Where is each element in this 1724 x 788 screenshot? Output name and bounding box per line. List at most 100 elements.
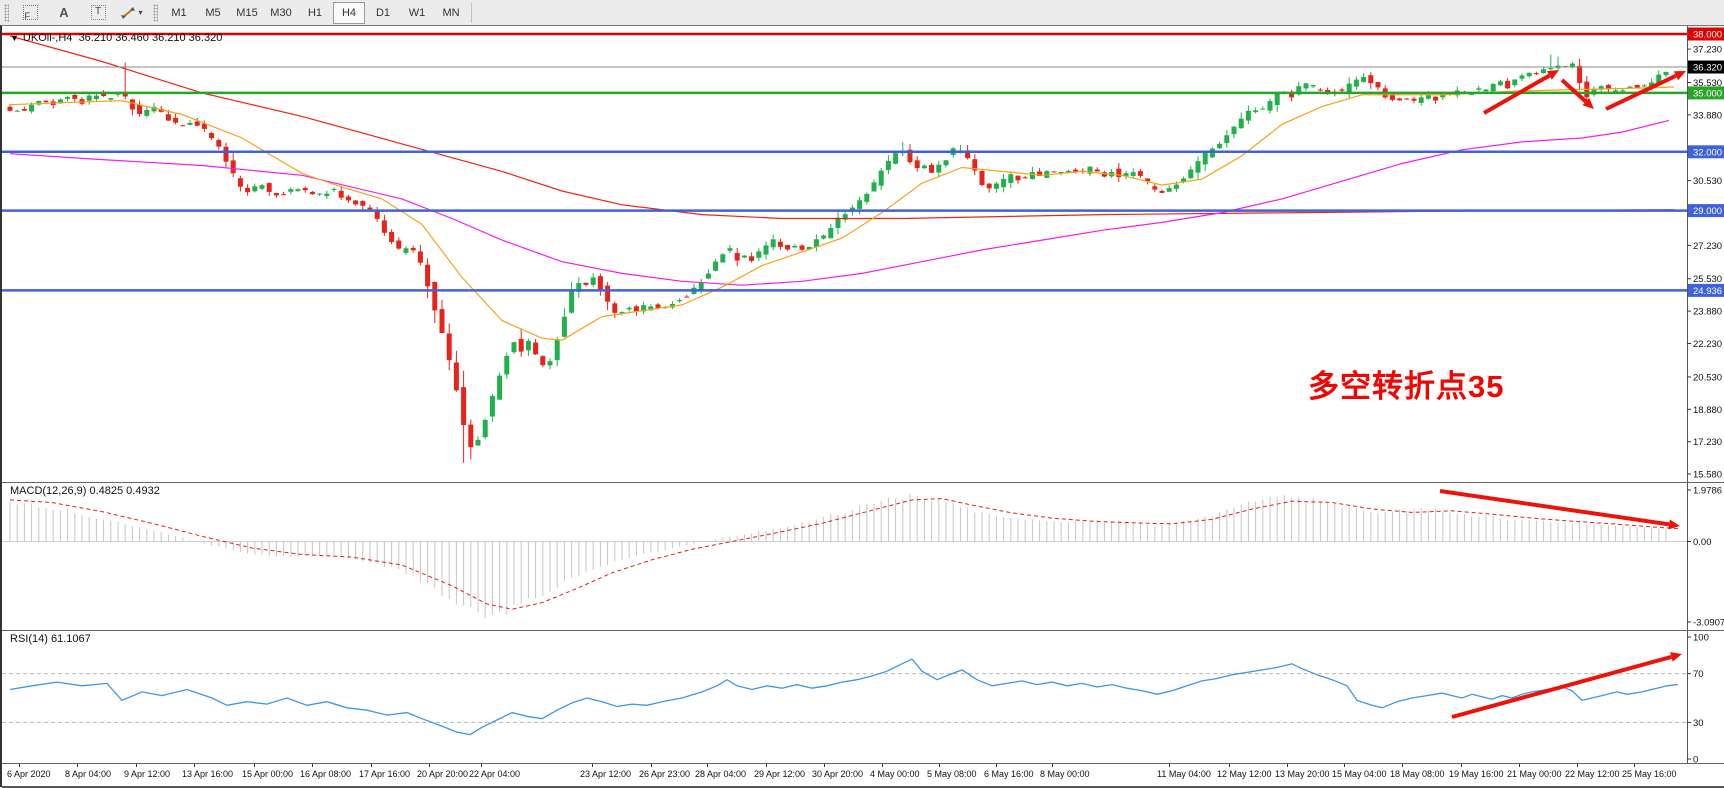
time-tick bbox=[194, 764, 195, 767]
time-axis[interactable]: 6 Apr 2020 8 Apr 04:00 9 Apr 12:00 13 Apr 1… bbox=[2, 763, 1724, 788]
chart-text-annotation: 多空转折点35 bbox=[1308, 369, 1505, 404]
svg-text:37.230: 37.230 bbox=[1693, 45, 1722, 56]
timeframe-button-d1[interactable]: D1 bbox=[375, 6, 391, 19]
svg-text:1.9786: 1.9786 bbox=[1693, 486, 1722, 497]
chevron-down-icon[interactable]: ▼ bbox=[10, 33, 19, 43]
time-tick bbox=[1461, 764, 1462, 767]
time-tick bbox=[312, 764, 313, 767]
time-tick bbox=[1169, 764, 1170, 767]
svg-text:23.880: 23.880 bbox=[1693, 307, 1722, 318]
time-label: 26 Apr 23:00 bbox=[639, 769, 691, 779]
svg-text:15.580: 15.580 bbox=[1693, 470, 1722, 481]
time-label: 28 Apr 04:00 bbox=[695, 769, 747, 779]
time-label: 15 Apr 00:00 bbox=[242, 769, 294, 779]
time-label: 6 Apr 2020 bbox=[7, 769, 51, 779]
timeframe-button-m1[interactable]: M1 bbox=[171, 6, 187, 19]
line-studies-button[interactable]: ▾ bbox=[116, 2, 148, 24]
time-tick bbox=[19, 764, 20, 767]
time-tick bbox=[1229, 764, 1230, 767]
time-tick bbox=[1519, 764, 1520, 767]
time-label: 18 May 08:00 bbox=[1390, 769, 1445, 779]
svg-text:33.880: 33.880 bbox=[1693, 110, 1722, 121]
time-tick bbox=[1052, 764, 1053, 767]
svg-text:0: 0 bbox=[1693, 755, 1698, 764]
svg-text:25.530: 25.530 bbox=[1693, 274, 1722, 285]
time-label: 13 May 20:00 bbox=[1275, 769, 1330, 779]
text-label-button[interactable]: A bbox=[48, 2, 80, 24]
time-tick bbox=[592, 764, 593, 767]
time-tick bbox=[939, 764, 940, 767]
chart-grid-f-icon: F bbox=[22, 5, 38, 21]
time-label: 13 Apr 16:00 bbox=[182, 769, 234, 779]
toolbar-grip-2[interactable] bbox=[153, 3, 158, 22]
timeframe-button-m5[interactable]: M5 bbox=[205, 6, 221, 19]
text-box-button[interactable]: T bbox=[82, 2, 114, 24]
time-label: 9 Apr 12:00 bbox=[124, 769, 171, 779]
time-tick bbox=[1577, 764, 1578, 767]
time-label: 20 Apr 20:00 bbox=[417, 769, 469, 779]
time-label: 11 May 04:00 bbox=[1157, 769, 1211, 779]
time-label: 25 May 16:00 bbox=[1622, 769, 1677, 779]
time-label: 22 May 12:00 bbox=[1565, 769, 1620, 779]
time-label: 4 May 00:00 bbox=[870, 769, 920, 779]
svg-text:70: 70 bbox=[1693, 669, 1704, 680]
svg-text:35.530: 35.530 bbox=[1693, 78, 1722, 89]
time-tick bbox=[1402, 764, 1403, 767]
timeframe-button-w1[interactable]: W1 bbox=[408, 6, 426, 19]
svg-text:35.000: 35.000 bbox=[1693, 88, 1722, 99]
time-tick bbox=[824, 764, 825, 767]
timeframe-button-h1[interactable]: H1 bbox=[307, 6, 323, 19]
dropdown-caret-icon[interactable]: ▾ bbox=[138, 8, 143, 17]
macd-canvas[interactable]: 1.9786 0.00 -3.0907 bbox=[2, 483, 1724, 630]
time-tick bbox=[254, 764, 255, 767]
time-tick bbox=[136, 764, 137, 767]
chart-grid-f-button[interactable]: F bbox=[14, 2, 46, 24]
time-label: 16 Apr 08:00 bbox=[300, 769, 352, 779]
svg-text:32.000: 32.000 bbox=[1693, 147, 1722, 158]
time-tick bbox=[1287, 764, 1288, 767]
svg-text:27.230: 27.230 bbox=[1693, 241, 1722, 252]
time-tick bbox=[429, 764, 430, 767]
ohlc-readout: 36.210 36.460 36.210 36.320 bbox=[78, 32, 223, 44]
svg-text:0.00: 0.00 bbox=[1693, 537, 1712, 548]
time-tick bbox=[481, 764, 482, 767]
rsi-label: RSI(14) 61.1067 bbox=[10, 633, 91, 645]
chart-title: ▼ UKOil-,H4 36.210 36.460 36.210 36.320 bbox=[10, 32, 222, 44]
svg-text:29.000: 29.000 bbox=[1693, 206, 1722, 217]
svg-text:17.230: 17.230 bbox=[1693, 437, 1722, 448]
svg-text:100: 100 bbox=[1693, 633, 1709, 644]
timeframe-button-mn[interactable]: MN bbox=[442, 6, 460, 19]
time-label: 29 Apr 12:00 bbox=[754, 769, 806, 779]
timeframe-button-m15[interactable]: M15 bbox=[236, 6, 258, 19]
time-label: 5 May 08:00 bbox=[927, 769, 977, 779]
text-box-t-icon: T bbox=[90, 5, 106, 20]
timeframe-button-m30[interactable]: M30 bbox=[270, 6, 292, 19]
svg-text:30: 30 bbox=[1693, 718, 1704, 729]
time-label: 6 May 16:00 bbox=[984, 769, 1034, 779]
time-label: 15 May 04:00 bbox=[1332, 769, 1387, 779]
timeframe-button-h4[interactable]: H4 bbox=[333, 1, 365, 24]
time-tick bbox=[77, 764, 78, 767]
svg-text:20.530: 20.530 bbox=[1693, 372, 1722, 383]
toolbar-grip[interactable] bbox=[4, 3, 9, 22]
time-label: 19 May 16:00 bbox=[1449, 769, 1504, 779]
time-label: 12 May 12:00 bbox=[1217, 769, 1272, 779]
time-label: 23 Apr 12:00 bbox=[580, 769, 632, 779]
svg-text:30.530: 30.530 bbox=[1693, 176, 1722, 187]
time-label: 30 Apr 20:00 bbox=[812, 769, 864, 779]
time-label: 8 May 00:00 bbox=[1040, 769, 1090, 779]
rsi-canvas[interactable]: 100 70 30 0 bbox=[2, 631, 1724, 763]
line-studies-icon bbox=[121, 6, 136, 19]
time-tick bbox=[1634, 764, 1635, 767]
svg-text:-3.0907: -3.0907 bbox=[1693, 618, 1724, 629]
macd-panel: MACD(12,26,9) 0.4825 0.4932 1.9786 0.00 -3… bbox=[2, 482, 1724, 630]
chart-window: ▼ UKOil-,H4 36.210 36.460 36.210 36.320 多… bbox=[0, 25, 1724, 788]
main-chart-panel: 38.000 37.230 36.320 35.530 35.000 33.880 32.0… bbox=[2, 26, 1724, 482]
time-tick bbox=[766, 764, 767, 767]
time-label: 22 Apr 04:00 bbox=[469, 769, 521, 779]
time-label: 8 Apr 04:00 bbox=[65, 769, 112, 779]
time-tick bbox=[1344, 764, 1345, 767]
svg-text:22.230: 22.230 bbox=[1693, 339, 1722, 350]
time-tick bbox=[707, 764, 708, 767]
